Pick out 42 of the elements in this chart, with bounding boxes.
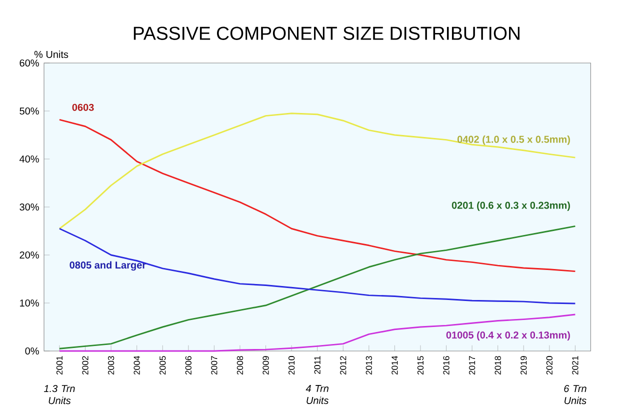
x-tick-label: 2011	[314, 356, 320, 374]
series-label: 0201 (0.6 x 0.3 x 0.23mm)	[452, 202, 570, 211]
x-tick-label: 2004	[134, 356, 140, 375]
x-tick-label: 2016	[443, 356, 450, 375]
x-tick-label: 2006	[185, 356, 192, 375]
y-tick-label: 20%	[20, 251, 39, 259]
series-label: 0402 (1.0 x 0.5 x 0.5mm)	[457, 136, 570, 145]
chart-title: PASSIVE COMPONENT SIZE DISTRIBUTION	[134, 26, 520, 40]
series-label: 0603	[72, 104, 94, 111]
y-tick-label: 40%	[20, 155, 39, 163]
x-tick-label: 2008	[236, 356, 244, 375]
x-tick-label: 2009	[262, 356, 269, 375]
x-tick-label: 2002	[82, 356, 88, 375]
x-tick-label: 2021	[572, 356, 578, 375]
x-tick-label: 2012	[340, 356, 346, 375]
x-tick-label: 2018	[494, 356, 501, 375]
line-series	[58, 118, 576, 272]
text: 6 Trn Units	[564, 385, 586, 404]
y-tick-label: 50%	[20, 107, 39, 115]
x-tick-label: 2015	[417, 356, 424, 375]
x-tick-label: 2001	[56, 356, 63, 375]
series-label: 01005 (0.4 x 0.2 x 0.13mm)	[446, 331, 570, 341]
line-series	[58, 225, 576, 350]
text: 4 Trn Units	[306, 385, 329, 404]
x-tick-label: 2014	[392, 356, 398, 375]
x-tick-label: 2005	[160, 356, 166, 375]
y-tick-label: 0%	[25, 347, 39, 355]
y-tick-label: 60%	[20, 59, 39, 67]
y-axis-title: % Units	[34, 50, 68, 58]
x-tick-label: 2013	[366, 356, 372, 375]
x-tick-label: 2020	[546, 356, 552, 375]
x-tick-label: 2019	[520, 356, 527, 375]
line-series	[58, 112, 576, 230]
line-series	[58, 228, 576, 304]
x-tick-label: 2007	[211, 356, 218, 375]
x-tick-label: 2003	[108, 356, 114, 375]
text: 1.3 Trn Units	[44, 385, 75, 404]
y-tick-label: 30%	[20, 203, 39, 211]
y-tick-label: 10%	[20, 299, 39, 307]
x-tick-label: 2010	[288, 356, 295, 375]
x-tick-label: 2017	[468, 356, 476, 375]
series-label: 0805 and Larger	[70, 261, 146, 271]
